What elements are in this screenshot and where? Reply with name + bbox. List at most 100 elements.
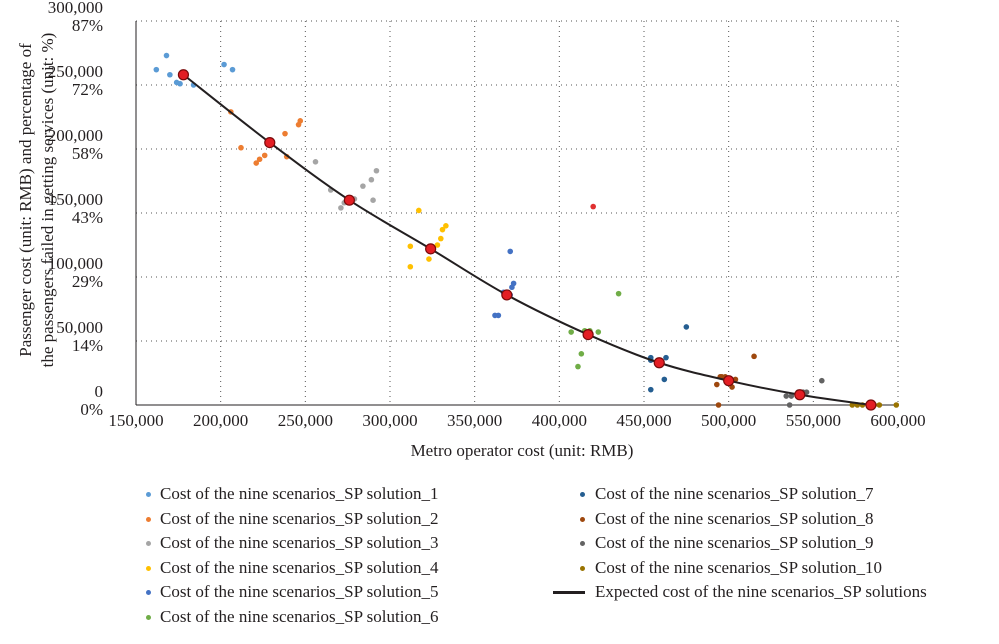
y-tick-label-cost: 250,000 bbox=[48, 62, 103, 81]
x-tick-labels: 150,000 200,000 250,000 300,000 350,000 400,0… bbox=[108, 411, 925, 430]
legend-marker-line bbox=[553, 591, 585, 594]
legend-marker-dot bbox=[580, 492, 585, 497]
expected-cost-marker bbox=[582, 329, 594, 341]
expected-cost-marker bbox=[264, 137, 276, 149]
legend-marker-dot bbox=[146, 565, 151, 571]
scatter-point bbox=[229, 66, 236, 73]
legend-marker-dot bbox=[580, 516, 585, 522]
x-tick-label: 250,000 bbox=[278, 411, 333, 430]
scatter-point bbox=[786, 402, 793, 408]
x-axis-label: Metro operator cost (unit: RMB) bbox=[411, 441, 634, 460]
scatter-point bbox=[153, 66, 160, 73]
scatter-point bbox=[238, 144, 244, 151]
scatter-point bbox=[876, 402, 883, 408]
expected-cost-marker bbox=[653, 357, 665, 369]
scatter-point bbox=[438, 235, 444, 242]
scatter-point bbox=[338, 205, 344, 211]
scatter-point bbox=[256, 156, 263, 163]
scatter-point bbox=[615, 290, 622, 297]
legend-marker-dot bbox=[146, 492, 151, 497]
scatter-point bbox=[590, 203, 596, 210]
grid bbox=[136, 20, 899, 405]
scatter-point bbox=[434, 242, 441, 248]
y-tick-label-cost: 200,000 bbox=[48, 126, 103, 145]
scatter-point bbox=[368, 176, 375, 183]
scatter-point bbox=[661, 376, 668, 383]
scatter-point bbox=[714, 381, 720, 388]
scatter-point bbox=[297, 118, 304, 124]
expected-cost-marker bbox=[865, 399, 877, 411]
scatter-point bbox=[647, 386, 654, 393]
expected-cost-line bbox=[182, 73, 872, 406]
y-tick-label-percent: 29% bbox=[72, 272, 103, 291]
y-tick-label-percent: 72% bbox=[72, 80, 103, 99]
scatter-point bbox=[415, 207, 422, 214]
scatter-point bbox=[568, 329, 574, 335]
y-tick-label-cost: 50,000 bbox=[56, 318, 103, 337]
legend-label: Cost of the nine scenarios_SP solution_6 bbox=[160, 606, 439, 626]
y-tick-label-cost: 100,000 bbox=[48, 254, 103, 273]
scatter-point bbox=[663, 354, 669, 361]
scatter-point bbox=[163, 52, 170, 59]
legend-label: Cost of the nine scenarios_SP solution_8 bbox=[595, 508, 874, 528]
scatter-point bbox=[788, 393, 795, 399]
expected-cost-marker bbox=[501, 289, 513, 301]
scatter-point bbox=[167, 71, 173, 78]
scatter-point bbox=[715, 402, 722, 408]
x-tick-label: 350,000 bbox=[447, 411, 502, 430]
legend-label: Cost of the nine scenarios_SP solution_1… bbox=[595, 557, 882, 577]
x-tick-label: 500,000 bbox=[701, 411, 756, 430]
x-tick-label: 600,000 bbox=[870, 411, 925, 430]
scatter-point bbox=[495, 312, 502, 319]
scatter-point bbox=[261, 152, 268, 159]
x-tick-label: 550,000 bbox=[786, 411, 841, 430]
scatter-point bbox=[282, 130, 288, 137]
x-tick-label: 150,000 bbox=[108, 411, 163, 430]
legend-label: Cost of the nine scenarios_SP solution_7 bbox=[595, 484, 874, 503]
scatter-point bbox=[595, 329, 602, 335]
scatter-point bbox=[443, 223, 449, 229]
scatter-point bbox=[439, 226, 446, 233]
scatter-point bbox=[510, 280, 517, 287]
legend-label: Expected cost of the nine scenarios_SP s… bbox=[595, 582, 927, 601]
scatter-point bbox=[819, 377, 825, 384]
scatter-point bbox=[221, 61, 227, 68]
legend-marker-dot bbox=[146, 614, 151, 620]
expected-cost-marker bbox=[177, 69, 190, 81]
legend-marker-dot bbox=[146, 516, 151, 522]
scatter-point bbox=[370, 197, 376, 203]
y-tick-label-percent: 43% bbox=[72, 208, 103, 227]
legend-label: Cost of the nine scenarios_SP solution_4 bbox=[160, 557, 439, 577]
scatter-point bbox=[578, 351, 585, 357]
scatter-point bbox=[575, 363, 581, 370]
legend-label: Cost of the nine scenarios_SP solution_2 bbox=[160, 508, 439, 528]
x-tick-label: 300,000 bbox=[362, 411, 417, 430]
scatter-point bbox=[751, 353, 757, 360]
y-tick-label-cost: 150,000 bbox=[48, 190, 103, 209]
scatter-point bbox=[783, 393, 790, 399]
y-tick-label-cost: 0 bbox=[95, 382, 104, 401]
y-tick-label-percent: 87% bbox=[72, 16, 103, 35]
y-tick-label-percent: 0% bbox=[80, 400, 103, 419]
legend-label: Cost of the nine scenarios_SP solution_5 bbox=[160, 582, 439, 601]
y-axis-label-line1: Passenger cost (unit: RMB) and percentag… bbox=[16, 43, 35, 357]
legend-label: Cost of the nine scenarios_SP solution_1 bbox=[160, 484, 439, 503]
expected-cost-marker bbox=[343, 194, 355, 206]
x-tick-label: 450,000 bbox=[616, 411, 671, 430]
y-axis-label-line2: the passengers failed in getting service… bbox=[38, 33, 57, 368]
legend-marker-dot bbox=[580, 565, 585, 571]
scatter-point bbox=[360, 183, 366, 189]
expected-cost-marker bbox=[425, 243, 437, 255]
axes bbox=[135, 21, 898, 406]
expected-cost-marker bbox=[794, 389, 806, 401]
scatter-points bbox=[153, 52, 900, 408]
expected-cost-marker bbox=[723, 375, 735, 387]
scatter-point bbox=[312, 159, 319, 165]
y-tick-label-percent: 58% bbox=[72, 144, 103, 163]
y-tick-label-percent: 14% bbox=[72, 336, 103, 355]
legend-label: Cost of the nine scenarios_SP solution_9 bbox=[595, 533, 874, 552]
scatter-point bbox=[407, 263, 414, 270]
scatter-point bbox=[507, 248, 514, 255]
